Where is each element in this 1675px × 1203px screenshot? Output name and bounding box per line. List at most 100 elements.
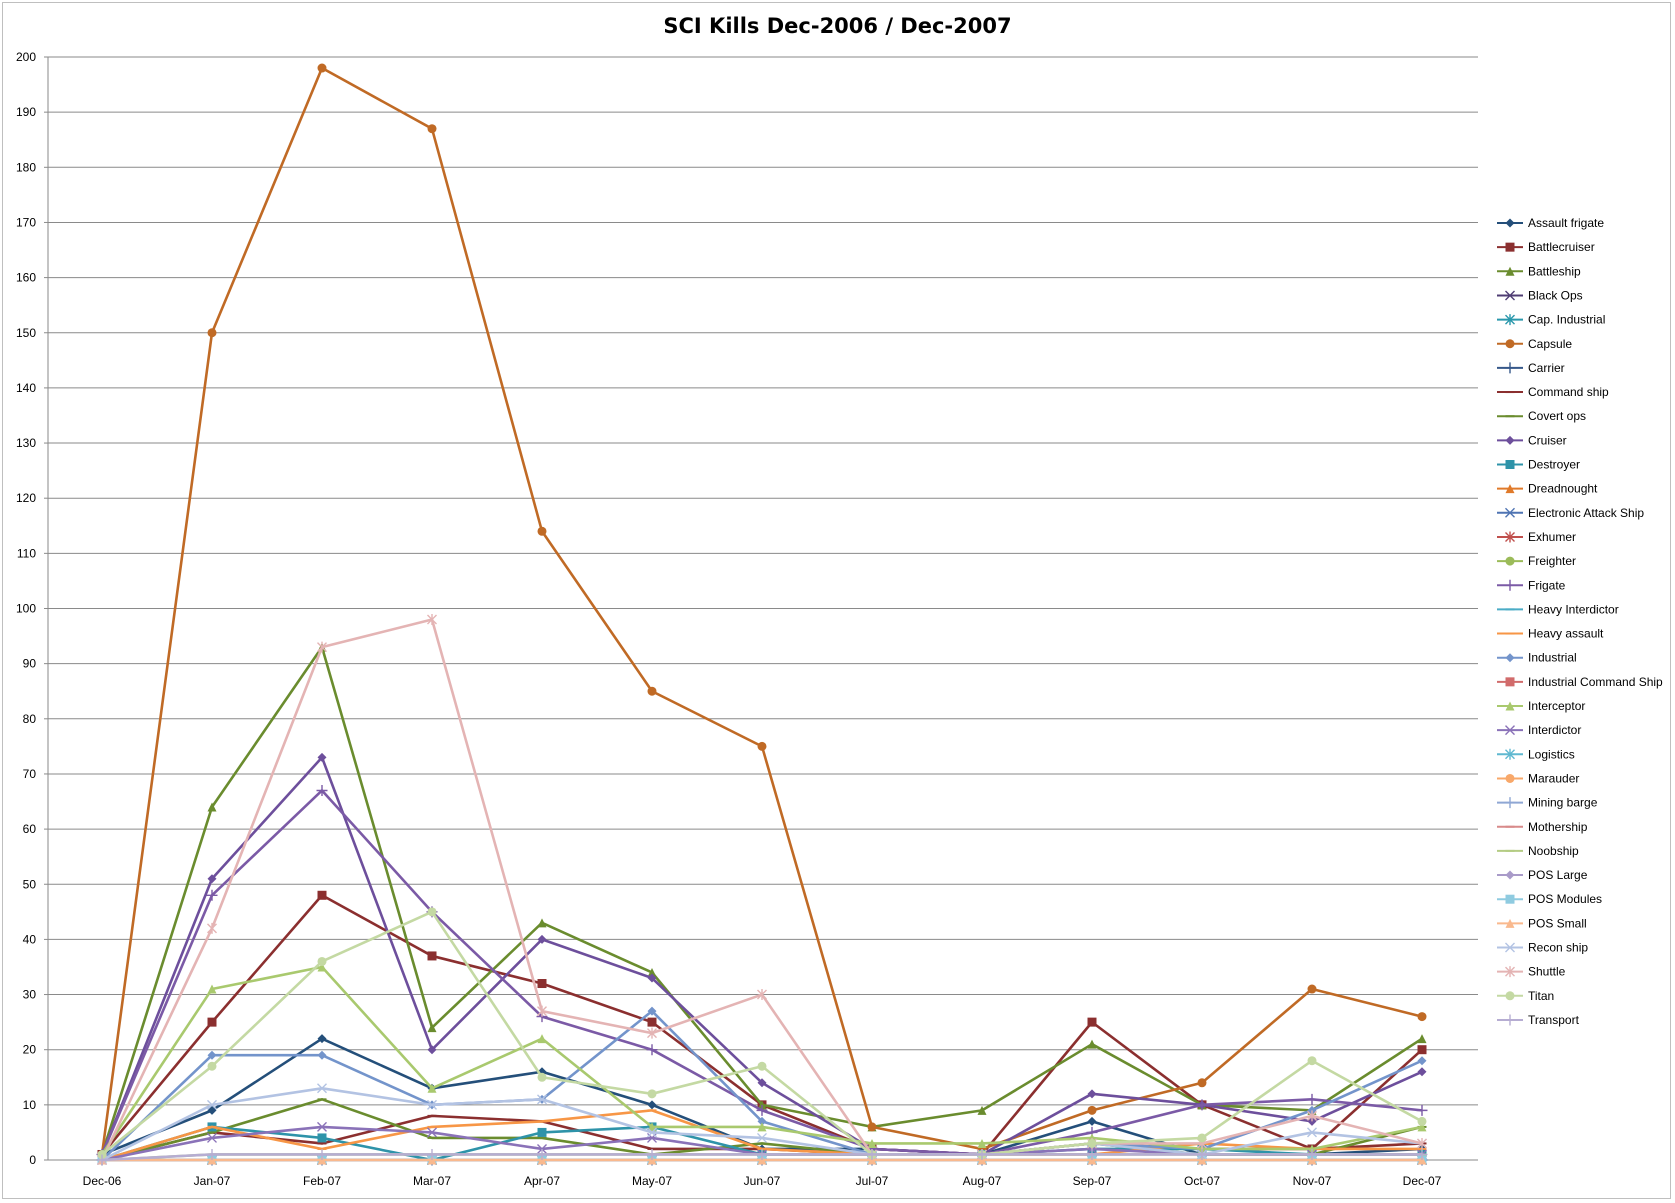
legend-entry: Freighter <box>1497 554 1576 568</box>
legend-entry: Transport <box>1497 1013 1580 1027</box>
data-point <box>1505 677 1515 687</box>
data-point <box>317 1050 327 1060</box>
data-point <box>427 1099 437 1110</box>
data-point <box>1505 725 1515 736</box>
legend-entry: Covert ops <box>1497 409 1586 423</box>
y-tick-label: 190 <box>16 105 36 119</box>
data-point <box>537 1005 547 1017</box>
data-point <box>647 1122 657 1132</box>
legend-entry: Black Ops <box>1497 288 1583 302</box>
legend-entry: POS Modules <box>1497 892 1602 906</box>
data-point <box>757 741 767 751</box>
y-tick-label: 200 <box>16 50 36 64</box>
data-point <box>757 1155 767 1165</box>
series-line <box>100 756 1423 1156</box>
data-point <box>207 1017 217 1027</box>
chart-title: SCI Kills Dec-2006 / Dec-2007 <box>663 14 1012 38</box>
data-point <box>1416 1148 1428 1160</box>
data-point <box>1196 1099 1208 1111</box>
legend-entry: Titan <box>1497 989 1554 1003</box>
series-transport <box>96 1148 1428 1166</box>
y-axis-ticks: 0 10 20 30 40 50 60 70 80 90 100 110 120 130 140 150 160… <box>16 50 36 1167</box>
data-point <box>757 1132 767 1143</box>
data-point <box>977 1155 987 1165</box>
data-point <box>1307 1155 1317 1165</box>
data-point <box>977 1138 987 1148</box>
data-point <box>427 1083 437 1093</box>
data-point <box>97 1149 107 1159</box>
data-point <box>1505 290 1515 301</box>
data-point <box>1307 1110 1317 1122</box>
legend-label: Titan <box>1528 989 1554 1003</box>
data-point <box>317 956 327 966</box>
data-point <box>207 802 217 812</box>
legend-label: Carrier <box>1528 361 1565 375</box>
data-point <box>207 984 217 994</box>
data-point <box>1417 1137 1427 1149</box>
legend-entry: Interceptor <box>1497 699 1585 713</box>
data-point <box>1504 1014 1516 1026</box>
legend-entry: Dreadnought <box>1497 482 1598 496</box>
data-point <box>757 1100 767 1110</box>
data-point <box>207 1050 217 1060</box>
data-point <box>1417 1034 1427 1044</box>
data-point <box>1505 870 1515 880</box>
legend-label: Cruiser <box>1528 433 1567 447</box>
legend-entry: Shuttle <box>1497 965 1566 979</box>
x-tick-label: Sep-07 <box>1073 1174 1112 1188</box>
data-point <box>647 1006 657 1016</box>
data-point <box>1505 894 1515 904</box>
legend-entry: Noobship <box>1497 844 1579 858</box>
data-point <box>867 1122 877 1132</box>
y-tick-label: 70 <box>23 767 37 781</box>
data-point <box>647 1027 657 1039</box>
y-tick-label: 60 <box>23 822 37 836</box>
legend-entry: Cruiser <box>1497 433 1567 447</box>
legend-label: Marauder <box>1528 771 1579 785</box>
data-point <box>1197 1155 1207 1165</box>
data-point <box>427 124 437 134</box>
legend-label: Logistics <box>1528 747 1575 761</box>
data-point <box>207 328 217 338</box>
data-point <box>1505 966 1515 978</box>
legend-entry: Heavy Interdictor <box>1497 602 1619 616</box>
legend-label: Destroyer <box>1528 458 1580 472</box>
legend-label: Frigate <box>1528 578 1566 592</box>
legend-label: Heavy Interdictor <box>1528 602 1619 616</box>
data-point <box>977 1105 987 1115</box>
legend-label: Recon ship <box>1528 941 1588 955</box>
legend-label: Electronic Attack Ship <box>1528 506 1644 520</box>
legend-label: POS Large <box>1528 868 1588 882</box>
data-point <box>757 1061 767 1071</box>
data-point <box>537 1034 547 1044</box>
data-point <box>427 1127 437 1138</box>
data-point <box>1306 1093 1318 1105</box>
data-point <box>647 1155 657 1165</box>
x-tick-label: Apr-07 <box>524 1174 560 1188</box>
data-point <box>757 1078 767 1088</box>
y-tick-label: 110 <box>17 546 36 560</box>
legend-entry: Command ship <box>1497 385 1609 399</box>
data-point <box>1306 1148 1318 1160</box>
data-point <box>1307 984 1317 994</box>
data-point <box>1087 1138 1097 1148</box>
legend-entry: Destroyer <box>1497 458 1580 472</box>
y-tick-label: 180 <box>16 160 36 174</box>
data-point <box>207 1155 217 1165</box>
legend: Assault frigate Battlecruiser Battleship Bl… <box>1497 216 1663 1027</box>
data-point <box>646 1044 658 1056</box>
data-point <box>867 1155 877 1165</box>
data-point <box>427 1155 437 1165</box>
data-point <box>537 526 547 536</box>
legend-label: Exhumer <box>1528 530 1576 544</box>
data-point <box>1505 556 1515 566</box>
y-tick-label: 80 <box>23 712 37 726</box>
x-tick-label: Jan-07 <box>194 1174 231 1188</box>
legend-entry: Mothership <box>1497 820 1588 834</box>
data-point <box>317 641 327 653</box>
legend-label: POS Modules <box>1528 892 1602 906</box>
data-point <box>647 967 657 977</box>
y-tick-label: 170 <box>16 215 36 229</box>
legend-label: Interceptor <box>1528 699 1585 713</box>
